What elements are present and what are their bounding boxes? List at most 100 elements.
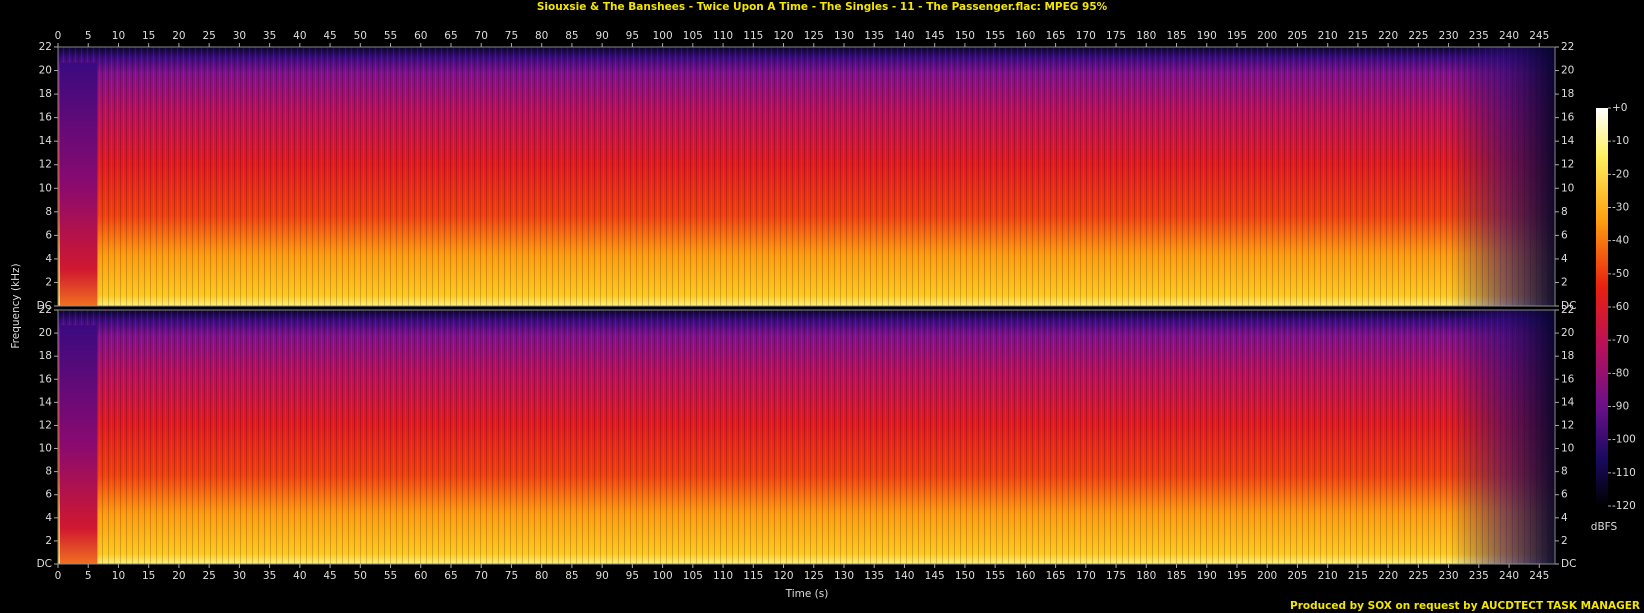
- y-tick-label: 2: [1561, 276, 1568, 288]
- x-tick-label: 90: [595, 30, 608, 42]
- x-tick-label: 85: [565, 30, 578, 42]
- x-tick-label: 15: [142, 570, 155, 582]
- x-tick-label: 120: [774, 570, 794, 582]
- colorbar-tick-label: -110: [1612, 467, 1636, 479]
- x-tick-label: 245: [1529, 570, 1549, 582]
- x-tick-label: 50: [354, 570, 367, 582]
- x-tick-label: 130: [834, 570, 854, 582]
- x-tick-label: 240: [1499, 570, 1519, 582]
- x-tick-label: 70: [475, 570, 488, 582]
- x-tick-label: 65: [444, 570, 457, 582]
- y-tick-label: 8: [45, 206, 52, 218]
- x-tick-label: 195: [1227, 30, 1247, 42]
- x-tick-label: 125: [804, 30, 824, 42]
- x-tick-label: 70: [475, 30, 488, 42]
- x-tick-label: 215: [1348, 30, 1368, 42]
- x-tick-label: 55: [384, 30, 397, 42]
- colorbar-tick-label: -50: [1612, 268, 1629, 280]
- y-tick-label: 22: [1561, 304, 1574, 316]
- y-tick-label: 18: [1561, 350, 1574, 362]
- x-tick-label: 180: [1136, 30, 1156, 42]
- y-tick-label: 22: [39, 41, 52, 53]
- y-tick-label: 18: [39, 350, 52, 362]
- y-tick-label: 18: [1561, 88, 1574, 100]
- x-tick-label: 160: [1015, 30, 1035, 42]
- colorbar-tick-label: -40: [1612, 235, 1629, 247]
- x-tick-label: 30: [233, 570, 246, 582]
- x-tick-label: 125: [804, 570, 824, 582]
- x-tick-label: 210: [1318, 570, 1338, 582]
- x-tick-label: 35: [263, 570, 276, 582]
- plot-frame: [57, 309, 1556, 565]
- x-tick-label: 195: [1227, 570, 1247, 582]
- x-tick-label: 5: [85, 570, 92, 582]
- x-tick-label: 0: [55, 570, 62, 582]
- x-tick-label: 160: [1015, 570, 1035, 582]
- y-tick-label: 22: [1561, 41, 1574, 53]
- x-tick-label: 35: [263, 30, 276, 42]
- y-tick-label: 14: [39, 135, 53, 147]
- x-tick-label: 140: [894, 570, 914, 582]
- x-tick-label: 75: [505, 30, 518, 42]
- x-tick-label: 10: [112, 570, 125, 582]
- x-tick-label: 110: [713, 30, 733, 42]
- x-tick-label: 40: [293, 30, 306, 42]
- spectrogram-texture: [58, 47, 1555, 306]
- y-tick-label: 6: [45, 229, 52, 241]
- spectrogram-intro: [60, 325, 98, 564]
- y-tick-label: 12: [1561, 159, 1574, 171]
- x-tick-label: 185: [1166, 570, 1186, 582]
- chart-title: Siouxsie & The Banshees - Twice Upon A T…: [537, 1, 1108, 13]
- x-axis-title: Time (s): [785, 588, 829, 600]
- x-tick-label: 20: [172, 570, 185, 582]
- x-tick-label: 105: [683, 30, 703, 42]
- x-tick-label: 225: [1408, 570, 1428, 582]
- colorbar-tick-label: -100: [1612, 434, 1636, 446]
- x-tick-label: 55: [384, 570, 397, 582]
- x-tick-label: 220: [1378, 570, 1398, 582]
- x-tick-label: 115: [743, 570, 763, 582]
- colorbar-tick-label: -70: [1612, 334, 1629, 346]
- x-tick-label: 200: [1257, 30, 1277, 42]
- y-tick-label: DC: [1561, 300, 1576, 312]
- x-tick-label: 170: [1076, 30, 1096, 42]
- x-tick-label: 60: [414, 570, 427, 582]
- x-tick-label: 245: [1529, 30, 1549, 42]
- y-tick-label: 2: [45, 276, 52, 288]
- x-tick-label: 80: [535, 30, 548, 42]
- x-tick-label: 210: [1318, 30, 1338, 42]
- x-tick-label: 60: [414, 30, 427, 42]
- footer: Produced by SOX on request by AUCDTECT T…: [1290, 600, 1640, 612]
- x-tick-label: 220: [1378, 30, 1398, 42]
- colorbar-tick-label: -10: [1612, 135, 1629, 147]
- x-tick-label: 45: [323, 30, 336, 42]
- y-tick-label: 4: [1561, 253, 1568, 265]
- y-tick-label: 20: [1561, 65, 1574, 77]
- x-tick-label: 165: [1046, 570, 1066, 582]
- y-tick-label: 6: [1561, 489, 1568, 501]
- colorbar-tick-label: -120: [1612, 500, 1636, 512]
- y-tick-label: 14: [1561, 135, 1575, 147]
- x-tick-label: 45: [323, 570, 336, 582]
- x-tick-label: 85: [565, 570, 578, 582]
- x-tick-label: 145: [925, 570, 945, 582]
- y-tick-label: 16: [1561, 373, 1575, 385]
- y-tick-label: 10: [1561, 182, 1574, 194]
- x-tick-label: 235: [1469, 30, 1489, 42]
- y-tick-label: 16: [39, 373, 53, 385]
- y-tick-label: 2: [1561, 535, 1568, 547]
- x-tick-label: 155: [985, 30, 1005, 42]
- y-tick-label: 10: [39, 182, 52, 194]
- y-tick-label: 14: [39, 396, 53, 408]
- x-tick-label: 30: [233, 30, 246, 42]
- y-tick-label: 2: [45, 535, 52, 547]
- colorbar-title: dBFS: [1591, 521, 1618, 533]
- x-tick-label: 95: [626, 30, 639, 42]
- x-tick-label: 130: [834, 30, 854, 42]
- y-tick-label: 18: [39, 88, 52, 100]
- x-tick-label: 80: [535, 570, 548, 582]
- colorbar-tick-label: +0: [1612, 102, 1627, 114]
- x-tick-label: 90: [595, 570, 608, 582]
- x-tick-label: 175: [1106, 30, 1126, 42]
